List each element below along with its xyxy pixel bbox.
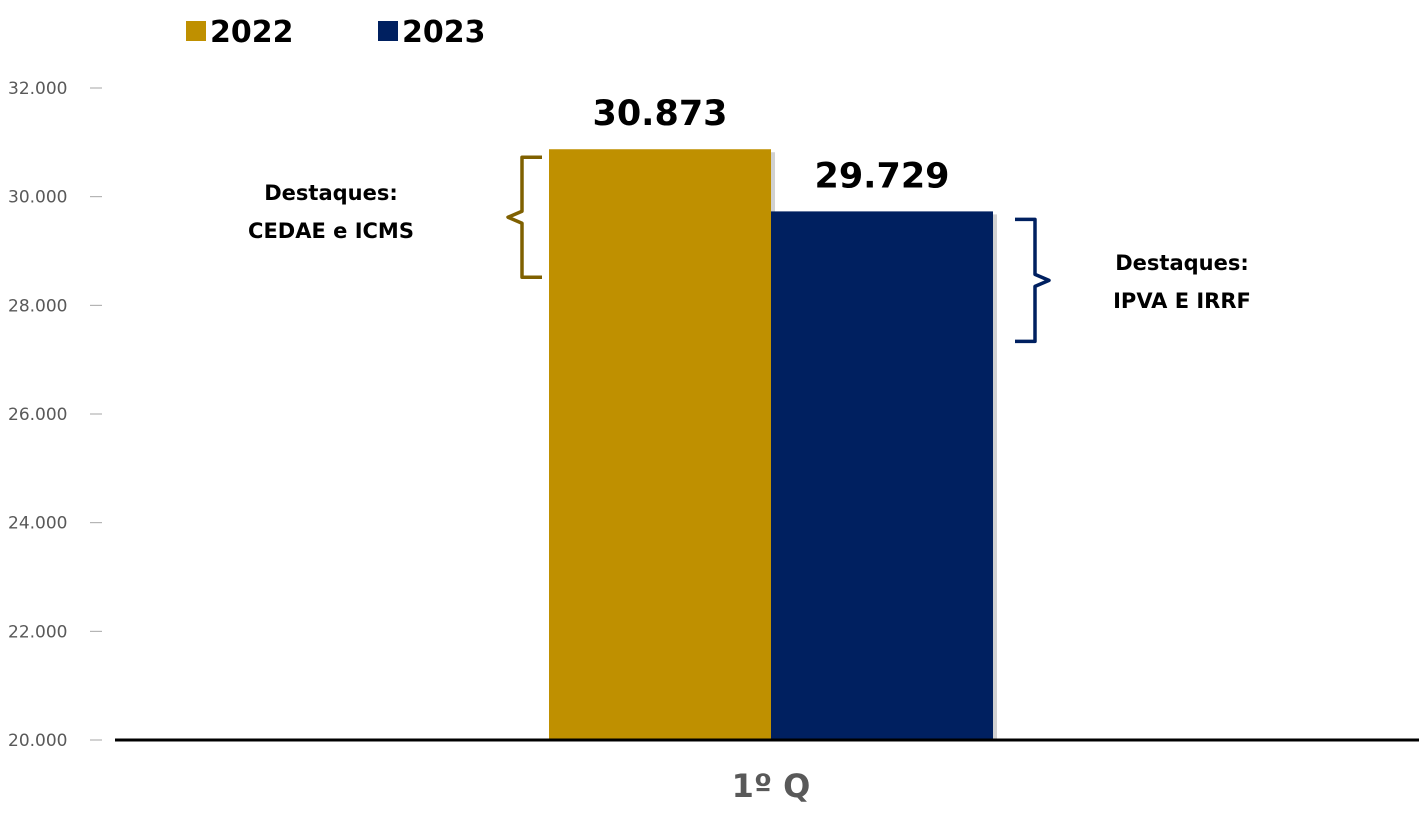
x-category-label: 1º Q (732, 767, 811, 805)
y-tick-label: 32.000 (8, 79, 67, 99)
y-tick-label: 24.000 (8, 514, 67, 534)
legend-label-2022: 2022 (210, 15, 294, 50)
legend-label-2023: 2023 (402, 15, 486, 50)
brace-2023 (1015, 217, 1051, 344)
annotation-2022-line-2: CEDAE e ICMS (248, 219, 414, 243)
data-labels: 30.873 29.729 (592, 94, 949, 196)
legend-swatch-2022 (186, 21, 206, 41)
legend: 2022 2023 (186, 15, 486, 50)
bar-2023 (771, 211, 993, 741)
x-axis: 1º Q (732, 767, 811, 805)
annotations: Destaques: CEDAE e ICMS Destaques: IPVA E I… (248, 155, 1251, 344)
y-tick-label: 22.000 (8, 622, 67, 642)
legend-swatch-2023 (378, 21, 398, 41)
y-tick-label: 20.000 (8, 731, 67, 751)
brace-2022 (506, 155, 542, 279)
y-axis: 20.000 22.000 24.000 26.000 28.000 30.000 32.0… (8, 79, 102, 751)
annotation-2022-line-1: Destaques: (264, 181, 398, 205)
y-tick-label: 28.000 (8, 296, 67, 316)
data-label-2022: 30.873 (592, 94, 727, 134)
annotation-2023-line-2: IPVA E IRRF (1113, 289, 1251, 313)
bar-2022 (549, 149, 771, 741)
y-tick-label: 26.000 (8, 405, 67, 425)
y-tick-label: 30.000 (8, 188, 67, 208)
data-label-2023: 29.729 (814, 156, 949, 196)
bars (549, 149, 997, 741)
annotation-2023-line-1: Destaques: (1115, 251, 1249, 275)
